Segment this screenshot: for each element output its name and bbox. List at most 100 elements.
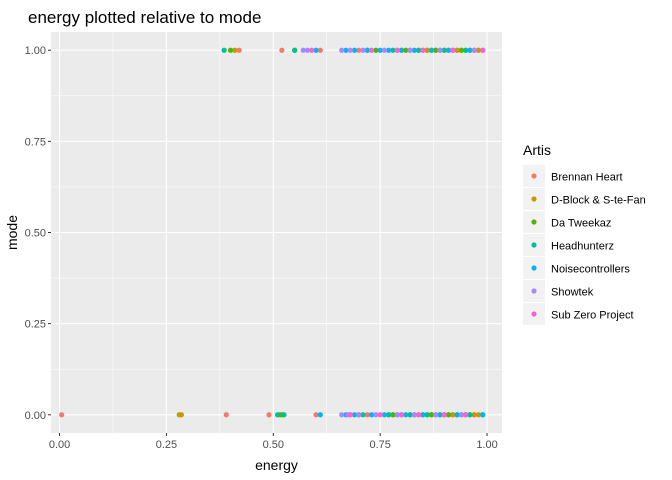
data-point (437, 412, 443, 418)
data-point (441, 412, 447, 418)
y-tick-label: 0.75 (25, 136, 46, 148)
legend-label: Noisecontrollers (551, 264, 630, 276)
data-point (178, 412, 184, 418)
legend-point (531, 311, 537, 317)
data-point (300, 47, 306, 53)
data-point (463, 47, 469, 53)
data-point (223, 412, 229, 418)
data-point (480, 47, 486, 53)
data-point (458, 47, 464, 53)
legend-label: D-Block & S-te-Fan (551, 195, 646, 207)
data-point (347, 47, 353, 53)
legend-label: Sub Zero Project (551, 310, 634, 322)
data-point (445, 412, 452, 418)
data-point (343, 47, 349, 53)
data-point (411, 412, 417, 418)
data-point (232, 47, 238, 53)
data-point (416, 47, 422, 53)
y-axis-ticks: 0.00 0.25 0.50 0.75 1.00 (25, 45, 51, 422)
data-point (390, 47, 396, 53)
data-point (454, 412, 460, 418)
x-tick-label: 0.00 (49, 439, 70, 451)
data-point (364, 47, 370, 53)
data-point (454, 47, 460, 53)
data-point (351, 47, 358, 53)
data-point (373, 47, 379, 53)
data-point (59, 412, 65, 418)
data-point (373, 412, 379, 418)
legend-label: Headhunterz (551, 241, 614, 253)
data-point (347, 412, 353, 418)
x-axis-title: energy (255, 457, 298, 473)
data-point (386, 47, 392, 53)
data-point (369, 47, 375, 53)
chart-title: energy plotted relative to mode (28, 8, 261, 27)
data-point (313, 47, 319, 53)
legend-point (531, 242, 537, 248)
data-point (445, 47, 452, 53)
legend-label: Da Tweekaz (551, 218, 611, 230)
data-point (266, 412, 272, 418)
data-point (458, 412, 464, 418)
data-point (281, 412, 287, 418)
data-point (437, 47, 443, 53)
data-point (360, 47, 366, 53)
data-point (364, 412, 370, 418)
data-point (356, 412, 362, 418)
data-point (398, 47, 405, 53)
data-point (221, 47, 227, 53)
y-tick-label: 0.50 (25, 228, 46, 240)
data-point (339, 47, 345, 53)
data-point (351, 412, 358, 418)
data-point (471, 412, 477, 418)
data-point (227, 47, 234, 53)
data-point (369, 412, 375, 418)
data-point (475, 47, 482, 53)
data-point (471, 47, 477, 53)
legend-point (531, 196, 537, 202)
data-point (279, 47, 285, 53)
y-tick-label: 0.00 (25, 410, 46, 422)
data-point (292, 47, 298, 53)
data-point (356, 47, 362, 53)
data-point (394, 412, 400, 418)
x-tick-label: 0.75 (369, 439, 390, 451)
data-point (424, 412, 430, 418)
data-point (407, 412, 413, 418)
legend: Artis Brennan Heart D-Block & S-te-Fan Da … (523, 142, 646, 325)
data-point (339, 412, 345, 418)
data-point (463, 412, 469, 418)
x-tick-label: 1.00 (476, 439, 497, 451)
y-axis-title: mode (4, 215, 20, 250)
data-point (377, 47, 383, 53)
data-point (428, 412, 435, 418)
data-point (467, 47, 473, 53)
data-point (480, 412, 486, 418)
data-point (475, 412, 482, 418)
data-point (394, 47, 400, 53)
data-point (381, 412, 388, 418)
data-point (317, 47, 323, 53)
y-tick-label: 1.00 (25, 45, 46, 57)
data-point (390, 412, 396, 418)
data-point (420, 412, 426, 418)
data-point (317, 412, 323, 418)
legend-point (531, 173, 537, 179)
legend-point (531, 265, 537, 271)
y-tick-label: 0.25 (25, 319, 46, 331)
data-point (386, 412, 392, 418)
data-point (398, 412, 405, 418)
data-point (274, 412, 281, 418)
data-point (450, 412, 456, 418)
legend-point (531, 219, 537, 225)
data-point (403, 47, 409, 53)
data-point (313, 412, 319, 418)
legend-title: Artis (523, 142, 551, 158)
data-point (433, 47, 439, 53)
data-point (381, 47, 388, 53)
data-point (407, 47, 413, 53)
data-point (411, 47, 417, 53)
data-points (59, 47, 486, 418)
